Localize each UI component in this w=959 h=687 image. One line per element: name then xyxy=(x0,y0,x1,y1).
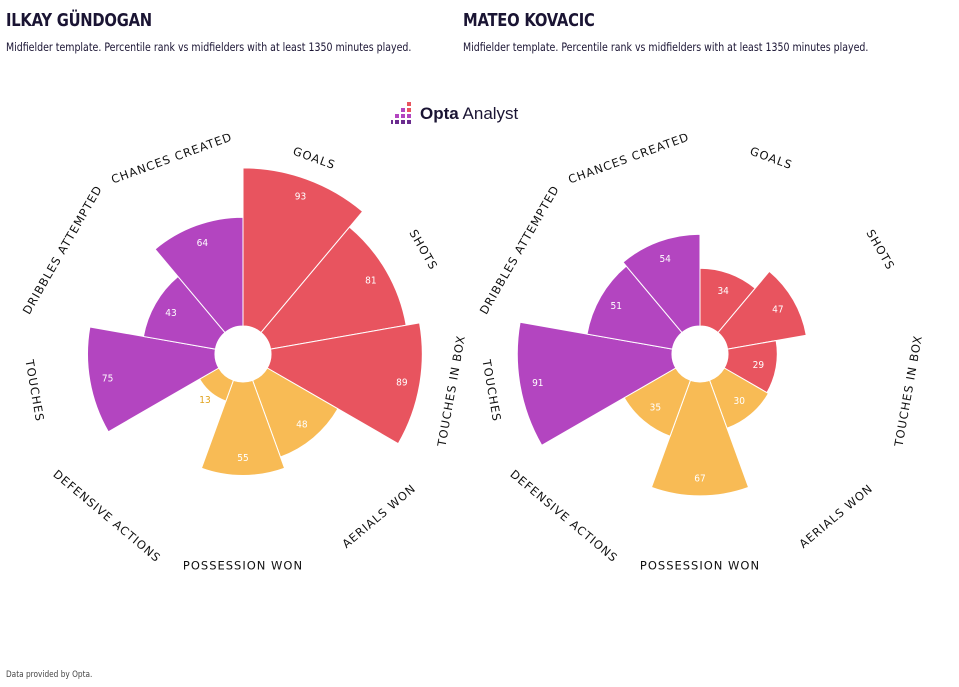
axis-label-touches-in-box: TOUCHES IN BOX xyxy=(434,334,468,449)
player-name: MATEO KOVACIC xyxy=(463,10,595,31)
value-label-possession-won: 67 xyxy=(694,473,705,484)
value-label-defensive-actions: 13 xyxy=(199,395,210,406)
value-label-shots: 47 xyxy=(772,305,783,316)
value-label-goals: 93 xyxy=(295,192,306,203)
value-label-shots: 81 xyxy=(365,276,376,287)
axis-label-touches-in-box: TOUCHES IN BOX xyxy=(891,334,925,449)
value-label-defensive-actions: 35 xyxy=(650,403,661,414)
value-label-dribbles-attempted: 51 xyxy=(611,301,622,312)
opta-logo-icon xyxy=(391,102,411,124)
value-label-aerials-won: 30 xyxy=(733,396,745,407)
center-hole xyxy=(215,326,271,382)
value-label-aerials-won: 48 xyxy=(296,420,308,431)
axis-label-possession-won: POSSESSION WON xyxy=(183,559,303,573)
axis-label-dribbles-attempted: DRIBBLES ATTEMPTED xyxy=(477,183,562,317)
center-hole xyxy=(672,326,728,382)
axis-label-goals: GOALS xyxy=(748,144,794,172)
axis-label-goals: GOALS xyxy=(291,144,337,172)
value-label-chances-created: 64 xyxy=(197,238,209,249)
pizza-chart-ilkay-g-ndogan: 93 GOALS 81 SHOTS 89 TOUCHES IN BOX 48 AERIALS … xyxy=(20,130,468,573)
axis-label-defensive-actions: DEFENSIVE ACTIONS xyxy=(50,467,163,565)
value-label-touches: 91 xyxy=(532,378,543,389)
axis-label-dribbles-attempted: DRIBBLES ATTEMPTED xyxy=(20,183,105,317)
player-subtitle: Midfielder template. Percentile rank vs … xyxy=(463,40,869,54)
footer-credit: Data provided by Opta. xyxy=(6,670,93,680)
axis-label-touches: TOUCHES xyxy=(22,358,47,423)
axis-label-touches: TOUCHES xyxy=(479,358,504,423)
axis-label-shots: SHOTS xyxy=(406,227,440,272)
opta-analyst-logo: Opta Analyst xyxy=(391,102,518,126)
player-name: ILKAY GÜNDOGAN xyxy=(6,10,152,31)
value-label-chances-created: 54 xyxy=(659,254,671,265)
axis-label-possession-won: POSSESSION WON xyxy=(640,559,760,573)
axis-label-defensive-actions: DEFENSIVE ACTIONS xyxy=(507,467,620,565)
player-header-gundogan: ILKAY GÜNDOGAN Midfielder template. Perc… xyxy=(6,10,500,54)
axis-label-shots: SHOTS xyxy=(863,227,897,272)
axis-label-aerials-won: AERIALS WON xyxy=(339,481,418,551)
value-label-possession-won: 55 xyxy=(237,453,248,464)
value-label-dribbles-attempted: 43 xyxy=(165,308,176,319)
value-label-touches: 75 xyxy=(102,373,113,384)
value-label-touches-in-box: 29 xyxy=(753,360,765,371)
axis-label-aerials-won: AERIALS WON xyxy=(796,481,875,551)
logo-text: Opta Analyst xyxy=(420,104,519,123)
axis-label-chances-created: CHANCES CREATED xyxy=(566,130,691,187)
player-header-kovacic: MATEO KOVACIC Midfielder template. Perce… xyxy=(463,10,957,54)
value-label-goals: 34 xyxy=(717,286,729,297)
axis-label-chances-created: CHANCES CREATED xyxy=(109,130,234,187)
pizza-chart-mateo-kovacic: 34 GOALS 47 SHOTS 29 TOUCHES IN BOX 30 AERIALS … xyxy=(477,130,925,573)
player-subtitle: Midfielder template. Percentile rank vs … xyxy=(6,40,412,54)
value-label-touches-in-box: 89 xyxy=(396,378,408,389)
